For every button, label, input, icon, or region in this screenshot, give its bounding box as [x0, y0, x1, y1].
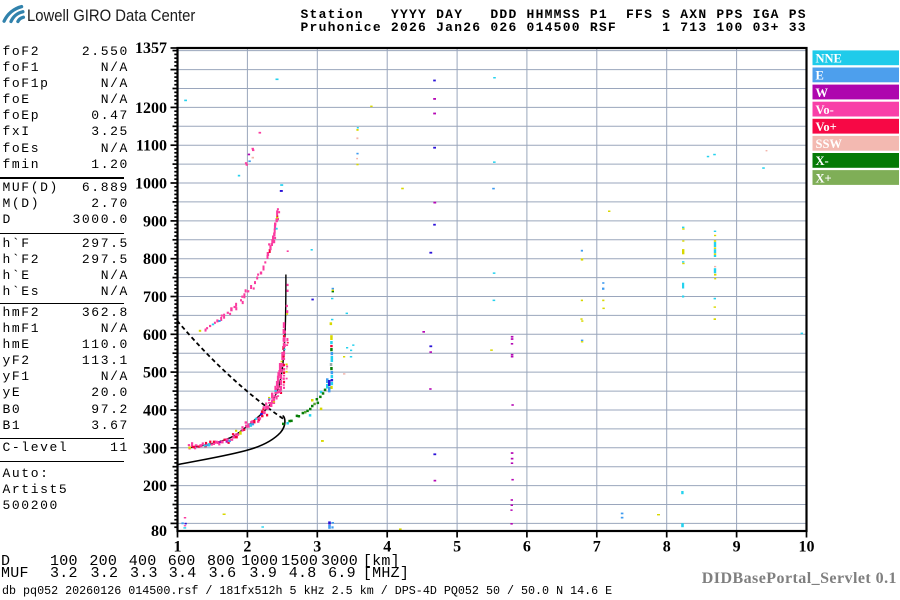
- svg-text:8: 8: [663, 539, 671, 556]
- svg-text:2: 2: [243, 539, 251, 556]
- svg-text:6: 6: [523, 539, 531, 556]
- svg-text:X+: X+: [816, 171, 832, 185]
- svg-text:900: 900: [143, 213, 167, 230]
- svg-text:1100: 1100: [136, 138, 167, 155]
- svg-text:700: 700: [143, 289, 167, 306]
- svg-text:Vo+: Vo+: [816, 120, 837, 134]
- svg-text:400: 400: [143, 403, 167, 420]
- svg-text:SSW: SSW: [816, 137, 843, 151]
- svg-text:4: 4: [383, 539, 391, 556]
- svg-text:7: 7: [593, 539, 601, 556]
- svg-text:1357: 1357: [135, 40, 167, 57]
- svg-text:1000: 1000: [135, 176, 167, 193]
- svg-text:300: 300: [143, 440, 167, 457]
- svg-text:X-: X-: [816, 154, 829, 168]
- svg-text:NNE: NNE: [816, 52, 842, 66]
- svg-text:E: E: [816, 69, 824, 83]
- svg-text:1: 1: [174, 539, 182, 556]
- svg-text:W: W: [816, 86, 829, 100]
- svg-text:5: 5: [453, 539, 461, 556]
- svg-text:600: 600: [143, 327, 167, 344]
- svg-text:1200: 1200: [135, 100, 167, 117]
- svg-text:9: 9: [733, 539, 741, 556]
- svg-text:10: 10: [799, 539, 815, 556]
- svg-text:3: 3: [313, 539, 321, 556]
- svg-text:Vo-: Vo-: [816, 103, 834, 117]
- svg-text:800: 800: [143, 251, 167, 268]
- svg-text:80: 80: [151, 523, 167, 540]
- svg-text:500: 500: [143, 365, 167, 382]
- svg-text:200: 200: [143, 478, 167, 495]
